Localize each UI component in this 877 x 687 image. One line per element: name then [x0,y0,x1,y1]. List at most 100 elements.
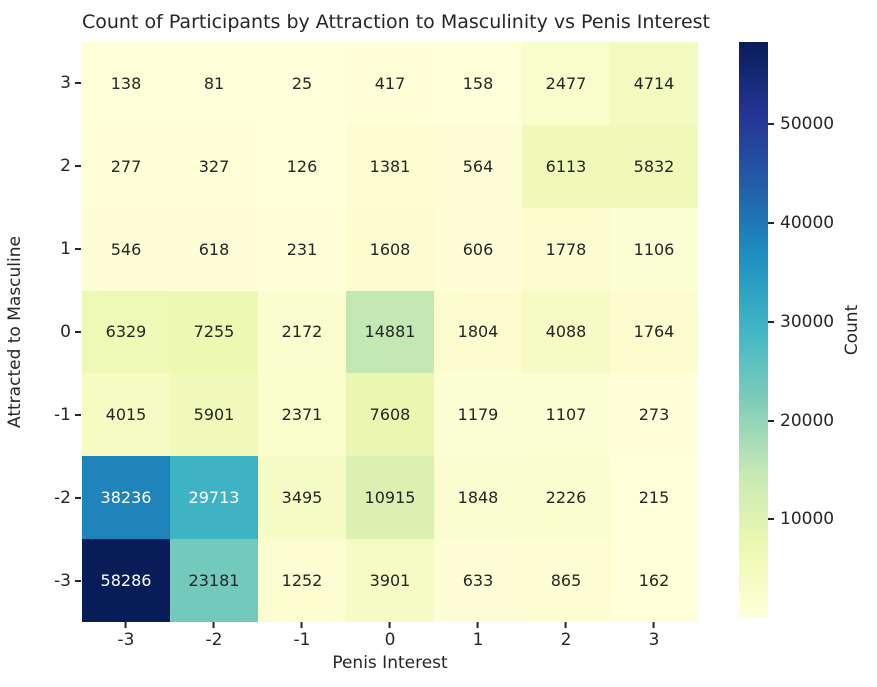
heatmap-cell-x0-y2: 1381 [346,124,434,208]
x-tick-label: 0 [384,630,396,650]
heatmap-grid: 138 81 25 417 158 2477 4714 277 327 126 1381 564 611… [82,42,698,622]
heatmap-cell-x-3-y3: 138 [82,42,170,125]
x-tick-3: 3 [649,622,659,650]
y-tick--1: -1 [54,405,81,425]
colorbar-area: Count 10000 20000 30000 40000 50000 [739,42,877,618]
heatmap-cell-x-3-y-1: 4015 [82,373,170,457]
y-axis-ticks: 3 2 1 0 -1 -2 -3 [0,42,81,622]
y-tick-label: -2 [54,487,71,508]
colorbar-tick-label: 30000 [780,311,835,332]
heatmap-cell-x3-y3: 4714 [610,42,698,125]
heatmap-cell-x-1-y3: 25 [258,42,346,125]
heatmap-cell-x2-y3: 2477 [522,42,610,125]
tick-mark [75,579,81,582]
x-tick-label: 2 [560,630,572,650]
y-tick-label: 0 [60,322,71,342]
heatmap-cell-x-2-y2: 327 [170,124,258,208]
y-tick-label: 1 [60,239,71,260]
heatmap-cell-x1-y3: 158 [434,42,522,125]
heatmap-cell-x3-y-1: 273 [610,373,698,457]
heatmap-cell-x1-y2: 564 [434,124,522,208]
heatmap-cell-x-2-y-2: 29713 [170,456,258,540]
tick-mark [75,82,81,85]
tick-mark [388,622,391,628]
tick-mark [768,419,774,422]
colorbar-tick-20000: 20000 [768,411,834,431]
y-tick-0: 0 [60,322,81,342]
tick-mark [124,622,127,628]
heatmap-cell-x0-y-3: 3901 [346,539,434,622]
x-tick--2: -2 [205,622,223,650]
y-tick--2: -2 [54,488,81,508]
tick-mark [300,622,303,628]
heatmap-cell-x1-y-3: 633 [434,539,522,622]
heatmap-cell-x1-y-1: 1179 [434,373,522,457]
heatmap-cell-x-3-y-3: 58286 [82,539,170,622]
x-tick-label: -1 [293,630,311,650]
heatmap-cell-x2-y-2: 2226 [522,456,610,540]
tick-mark [564,622,567,628]
y-tick-label: 2 [60,156,71,177]
colorbar-tick-50000: 50000 [768,114,834,134]
x-tick--1: -1 [293,622,311,650]
heatmap-cell-x-2-y1: 618 [170,207,258,291]
heatmap-cell-x-1-y-1: 2371 [258,373,346,457]
tick-mark [212,622,215,628]
tick-mark [75,248,81,251]
colorbar-tick-40000: 40000 [768,213,834,233]
heatmap-cell-x0-y0: 14881 [346,290,434,374]
heatmap-cell-x2-y-3: 865 [522,539,610,622]
heatmap-cell-x3-y-2: 215 [610,456,698,540]
y-tick-2: 2 [60,156,81,176]
x-tick-0: 0 [384,622,396,650]
tick-mark [476,622,479,628]
y-tick-3: 3 [60,73,81,93]
tick-mark [768,320,774,323]
colorbar-tick-label: 20000 [780,410,835,431]
x-axis-label: Penis Interest [332,653,448,673]
x-tick-1: 1 [472,622,484,650]
heatmap-cell-x-2-y-1: 5901 [170,373,258,457]
tick-mark [75,496,81,499]
y-tick--3: -3 [54,571,81,591]
y-tick-1: 1 [60,239,81,259]
colorbar-label: Count [842,304,862,356]
heatmap-cell-x0-y1: 1608 [346,207,434,291]
colorbar-tick-10000: 10000 [768,509,834,529]
heatmap-cell-x-1-y1: 231 [258,207,346,291]
tick-mark [768,122,774,125]
heatmap-cell-x0-y3: 417 [346,42,434,125]
heatmap-cell-x3-y-3: 162 [610,539,698,622]
heatmap-cell-x-3-y-2: 38236 [82,456,170,540]
heatmap-cell-x2-y-1: 1107 [522,373,610,457]
heatmap-cell-x-1-y0: 2172 [258,290,346,374]
colorbar-tick-30000: 30000 [768,312,834,332]
heatmap-cell-x-3-y1: 546 [82,207,170,291]
colorbar-tick-label: 50000 [780,113,835,134]
tick-mark [768,221,774,224]
heatmap-cell-x-3-y0: 6329 [82,290,170,374]
heatmap-cell-x-2-y3: 81 [170,42,258,125]
tick-mark [652,622,655,628]
heatmap-cell-x1-y0: 1804 [434,290,522,374]
tick-mark [75,331,81,333]
y-tick-label: -1 [54,404,71,425]
x-tick-label: 1 [472,630,484,650]
chart-title: Count of Participants by Attraction to M… [82,11,710,33]
tick-mark [768,518,774,521]
tick-mark [75,165,81,168]
tick-mark [75,413,81,416]
colorbar-tick-label: 40000 [780,212,835,233]
heatmap-cell-x2-y0: 4088 [522,290,610,374]
heatmap-cell-x2-y1: 1778 [522,207,610,291]
heatmap-cell-x-1-y2: 126 [258,124,346,208]
heatmap-cell-x-2-y-3: 23181 [170,539,258,622]
x-tick-2: 2 [560,622,572,650]
heatmap-cell-x-1-y-3: 1252 [258,539,346,622]
heatmap-cell-x3-y2: 5832 [610,124,698,208]
x-axis-ticks: -3 -2 -1 0 1 2 3 [82,622,698,654]
x-tick-label: -2 [205,630,223,650]
heatmap-cell-x-2-y0: 7255 [170,290,258,374]
heatmap-cell-x0-y-2: 10915 [346,456,434,540]
